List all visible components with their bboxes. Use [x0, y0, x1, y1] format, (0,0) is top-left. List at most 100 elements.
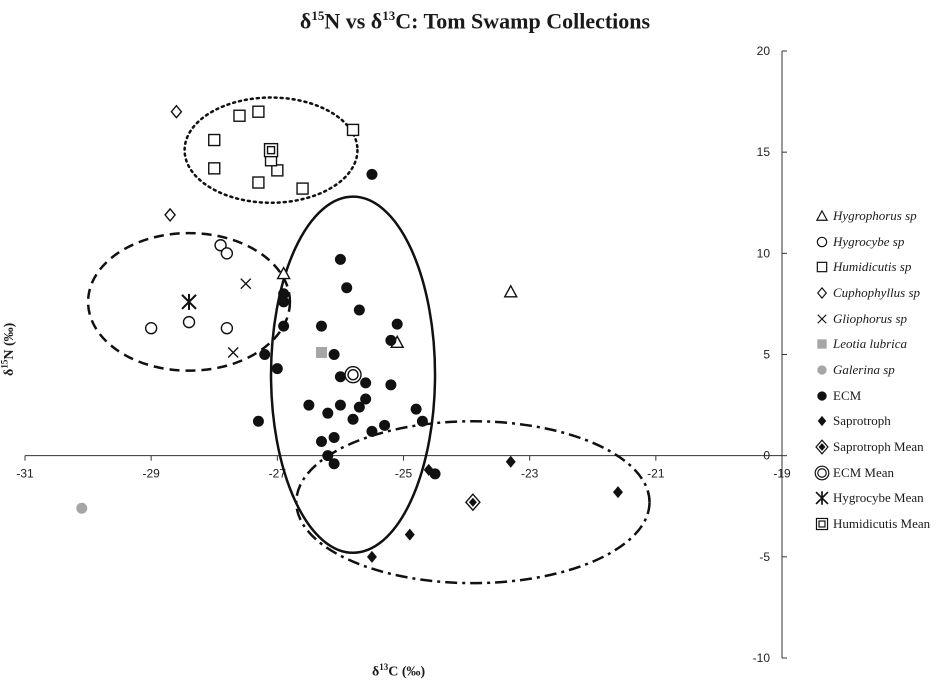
point-ecm — [391, 318, 403, 330]
point-ecm — [385, 334, 397, 346]
legend-marker-gliophorus-sp — [817, 313, 827, 324]
x-tick-label: -29 — [142, 467, 160, 481]
ellipse-humidicutis — [183, 96, 359, 204]
point-hygrocybe-sp — [220, 247, 234, 260]
ellipse-ecm — [269, 195, 437, 555]
point-ecm — [328, 458, 340, 470]
point-ecm-mean — [344, 366, 362, 384]
legend-marker-hygrocybe-sp — [816, 236, 828, 247]
legend-marker-hygrophorus-sp — [815, 209, 829, 221]
legend-marker — [816, 261, 828, 273]
point-cuphophyllus-sp — [170, 104, 183, 119]
point-humidicutis-sp — [252, 105, 265, 118]
point-ecm — [341, 282, 353, 294]
legend-label: Hygrophorus sp — [833, 207, 917, 223]
legend-item-ecm-mean: ECM Mean — [814, 460, 950, 486]
point-humidicutis-sp — [233, 109, 246, 122]
point-ecm — [271, 363, 283, 375]
point-hygrocybe-sp — [144, 321, 158, 335]
point-ecm — [353, 304, 365, 316]
legend-label: Galerina sp — [833, 361, 895, 377]
point-gliophorus-sp — [227, 346, 239, 358]
point-leotia-lubrica — [315, 346, 327, 358]
point-humidicutis-sp — [208, 133, 221, 147]
legend-marker — [815, 491, 829, 506]
point-humidicutis-sp — [271, 164, 284, 177]
x-tick-label: -31 — [16, 467, 34, 481]
legend-marker — [817, 416, 827, 427]
y-tick-label: 0 — [763, 449, 770, 463]
legend-marker — [815, 439, 829, 455]
legend-label: ECM — [833, 387, 862, 403]
legend-marker-humidicutis-mean — [815, 517, 829, 531]
point-ecm — [328, 349, 340, 360]
point-ecm — [416, 415, 428, 427]
y-axis-label: δ15N (‰) — [0, 322, 17, 376]
legend-marker-hygrocybe-mean — [815, 491, 829, 506]
legend-item-humidicutis-mean: Humidicutis Mean — [814, 511, 950, 537]
group-ellipses — [86, 96, 651, 585]
point-ecm — [347, 413, 359, 425]
legend-marker-cuphophyllus-sp — [816, 286, 828, 299]
legend-item-saprotroph-mean: Saprotroph Mean — [814, 434, 950, 460]
legend-label: Hygrocybe sp — [833, 233, 905, 249]
point-ecm — [379, 419, 391, 431]
point-ecm — [322, 407, 334, 419]
y-tick-label: -10 — [753, 651, 771, 665]
legend-item-leotia-lubrica: Leotia lubrica — [814, 331, 950, 357]
legend-item-gliophorus-sp: Gliophorus sp — [814, 306, 950, 332]
legend-marker-saprotroph-mean — [815, 439, 829, 455]
point-ecm — [353, 401, 365, 413]
legend-marker — [815, 517, 829, 531]
point-ecm — [303, 399, 315, 411]
legend-marker-ecm-mean — [814, 465, 830, 481]
legend-item-cuphophyllus-sp: Cuphophyllus sp — [814, 280, 950, 306]
point-humidicutis-sp — [252, 176, 265, 189]
legend-marker — [817, 313, 827, 324]
legend-marker — [816, 236, 828, 247]
point-ecm — [334, 253, 346, 265]
point-ecm — [334, 399, 346, 411]
point-hygrocybe-mean — [181, 293, 197, 310]
point-ecm — [315, 436, 327, 448]
legend-label: Cuphophyllus sp — [833, 284, 921, 300]
legend-item-ecm: ECM — [814, 383, 950, 409]
point-saprotroph — [366, 550, 377, 563]
legend-item-hygrocybe-mean: Hygrocybe Mean — [814, 486, 950, 512]
point-saprotroph — [612, 486, 623, 499]
legend-item-hygrocybe-sp: Hygrocybe sp — [814, 229, 950, 255]
y-tick-label: 10 — [757, 246, 771, 260]
point-humidicutis-sp — [208, 162, 221, 175]
legend-item-galerina-sp: Galerina sp — [814, 357, 950, 383]
point-humidicutis-sp — [346, 123, 360, 137]
point-ecm — [278, 288, 290, 300]
x-tick-label: -25 — [395, 467, 413, 481]
legend-label: Saprotroph — [833, 413, 891, 429]
legend-label: Hygrocybe Mean — [833, 490, 924, 506]
point-cuphophyllus-sp — [164, 207, 177, 222]
y-tick-label: 5 — [763, 348, 770, 362]
legend-marker — [815, 209, 829, 221]
point-ecm — [322, 450, 334, 462]
y-tick-label: 20 — [757, 44, 771, 58]
ellipse-hygrocybe — [86, 231, 292, 372]
point-humidicutis-mean — [263, 142, 279, 158]
point-ecm — [278, 320, 290, 332]
legend-label: Gliophorus sp — [833, 310, 908, 326]
point-ecm — [360, 393, 372, 405]
legend-marker — [817, 339, 827, 349]
legend-marker-galerina-sp — [817, 365, 827, 375]
x-tick-label: -23 — [521, 467, 539, 481]
chart-title: δ15N vs δ13C: Tom Swamp Collections — [299, 8, 651, 34]
point-hygrocybe-sp — [220, 321, 234, 335]
point-ecm — [328, 431, 340, 443]
point-galerina-sp — [76, 502, 88, 514]
legend-marker — [814, 465, 830, 481]
point-ecm — [278, 296, 290, 308]
legend-marker — [816, 286, 828, 299]
legend-marker-ecm — [817, 390, 827, 401]
y-tick-label: -5 — [759, 550, 770, 564]
point-ecm — [366, 168, 378, 180]
legend-marker-leotia-lubrica — [817, 339, 827, 349]
point-ecm — [366, 425, 378, 437]
